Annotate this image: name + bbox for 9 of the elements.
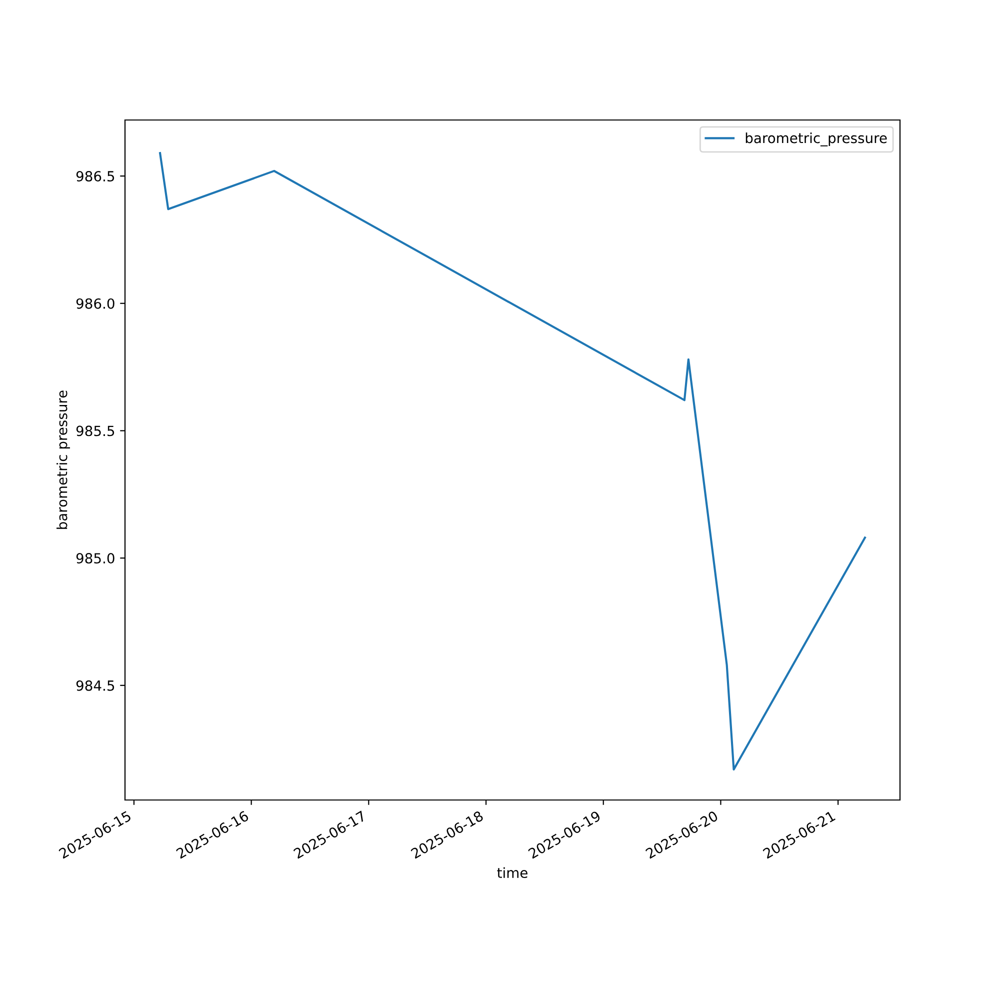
y-tick-label: 986.0 [76, 298, 114, 309]
x-axis-title: time [497, 867, 528, 878]
y-tick-label: 984.5 [76, 680, 114, 691]
y-tick-label: 986.5 [76, 171, 114, 182]
y-tick-label: 985.5 [76, 426, 114, 436]
line-series [158, 152, 866, 770]
y-axis-title: barometric pressure [56, 390, 70, 529]
legend-label: barometric_pressure [746, 132, 887, 146]
y-tick-label: 985.0 [76, 553, 114, 564]
